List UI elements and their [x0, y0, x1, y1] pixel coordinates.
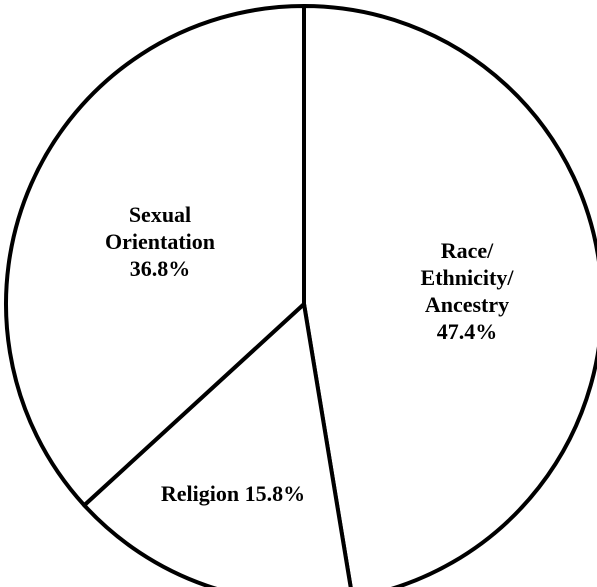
pie-slices	[4, 4, 597, 587]
pie-slice-religion	[82, 302, 353, 587]
pie-label-religion: Religion 15.8%	[161, 481, 305, 506]
pie-label-sexual-orientation: Sexual Orientation 36.8%	[105, 202, 215, 281]
pie-slice-sexual-orientation	[4, 4, 306, 508]
pie-slice-race-ethnicity-ancestry	[302, 4, 597, 587]
pie-labels: Race/Ethnicity/Ancestry 47.4% Religion 15.…	[105, 202, 514, 506]
pie-label-race-ethnicity-ancestry: Race/Ethnicity/Ancestry 47.4%	[421, 238, 515, 344]
